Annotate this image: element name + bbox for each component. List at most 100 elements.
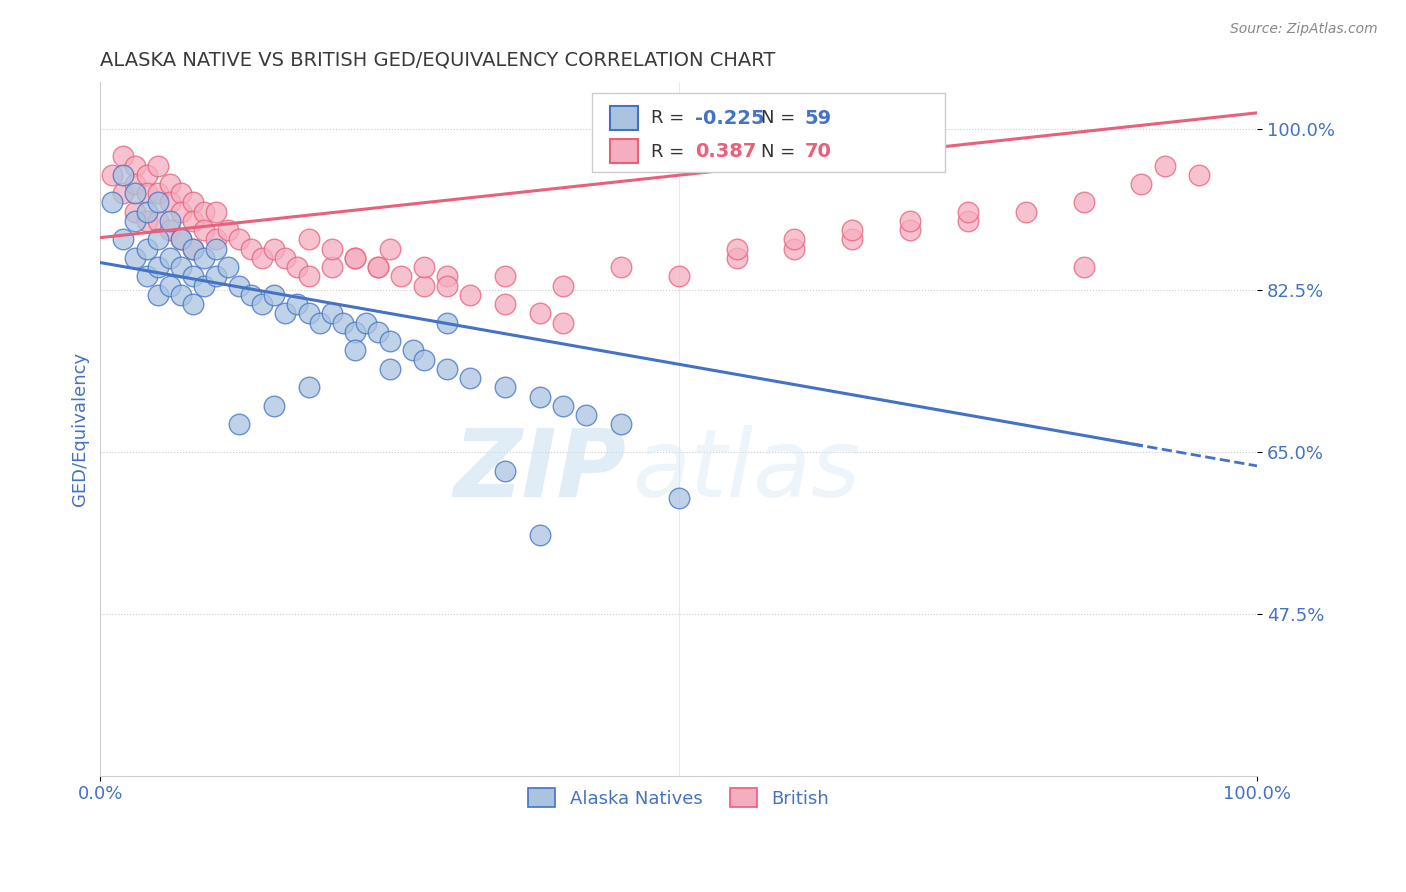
Point: [112, 149, 135, 163]
Point: [460, 288, 482, 302]
Point: [205, 269, 228, 284]
Point: [378, 242, 401, 256]
FancyBboxPatch shape: [592, 93, 945, 172]
Point: [159, 214, 181, 228]
Text: 70: 70: [804, 142, 831, 161]
Point: [321, 242, 343, 256]
Text: 0.387: 0.387: [695, 142, 756, 161]
Point: [378, 334, 401, 348]
Point: [170, 204, 193, 219]
Text: ALASKA NATIVE VS BRITISH GED/EQUIVALENCY CORRELATION CHART: ALASKA NATIVE VS BRITISH GED/EQUIVALENCY…: [100, 51, 776, 70]
Text: R =: R =: [651, 110, 690, 128]
Text: ZIP: ZIP: [454, 425, 627, 516]
Point: [228, 232, 250, 246]
Point: [343, 343, 366, 358]
Point: [159, 195, 181, 210]
Point: [274, 251, 297, 265]
Point: [413, 260, 436, 275]
Point: [193, 204, 215, 219]
Point: [401, 343, 423, 358]
Point: [159, 177, 181, 191]
Point: [610, 260, 633, 275]
Point: [263, 242, 285, 256]
Point: [367, 260, 389, 275]
Point: [575, 408, 598, 422]
Point: [413, 278, 436, 293]
Point: [494, 463, 516, 477]
Point: [170, 186, 193, 201]
Point: [309, 316, 332, 330]
Point: [181, 214, 204, 228]
Text: atlas: atlas: [633, 425, 860, 516]
Point: [1153, 159, 1175, 173]
Point: [1073, 195, 1095, 210]
Point: [205, 204, 228, 219]
Point: [783, 242, 806, 256]
Point: [494, 297, 516, 311]
Point: [460, 371, 482, 385]
Point: [148, 159, 170, 173]
Point: [135, 186, 157, 201]
Point: [148, 186, 170, 201]
Text: 59: 59: [804, 109, 832, 128]
Point: [263, 288, 285, 302]
Point: [181, 297, 204, 311]
Point: [124, 251, 146, 265]
Point: [551, 316, 574, 330]
Point: [181, 242, 204, 256]
Point: [898, 223, 921, 237]
Point: [124, 177, 146, 191]
Point: [494, 269, 516, 284]
Point: [159, 278, 181, 293]
Point: [378, 362, 401, 376]
Point: [112, 232, 135, 246]
FancyBboxPatch shape: [610, 139, 638, 163]
Point: [217, 260, 239, 275]
Point: [356, 316, 378, 330]
Point: [193, 223, 215, 237]
Point: [135, 168, 157, 182]
Point: [343, 325, 366, 339]
Point: [551, 399, 574, 413]
Point: [343, 251, 366, 265]
Point: [217, 223, 239, 237]
Text: -0.225: -0.225: [695, 109, 765, 128]
Point: [321, 260, 343, 275]
Point: [494, 380, 516, 394]
Point: [205, 242, 228, 256]
Point: [285, 260, 308, 275]
Point: [148, 288, 170, 302]
Point: [135, 204, 157, 219]
Point: [124, 214, 146, 228]
Point: [148, 214, 170, 228]
Point: [170, 260, 193, 275]
Point: [956, 204, 979, 219]
Point: [725, 242, 748, 256]
Point: [841, 223, 863, 237]
FancyBboxPatch shape: [610, 106, 638, 130]
Point: [101, 168, 124, 182]
Point: [1015, 204, 1038, 219]
Point: [228, 278, 250, 293]
Point: [529, 306, 551, 320]
Y-axis label: GED/Equivalency: GED/Equivalency: [72, 351, 89, 506]
Point: [228, 417, 250, 432]
Point: [274, 306, 297, 320]
Point: [610, 417, 633, 432]
Point: [170, 232, 193, 246]
Point: [124, 204, 146, 219]
Point: [1073, 260, 1095, 275]
Point: [413, 352, 436, 367]
Point: [148, 195, 170, 210]
Legend: Alaska Natives, British: Alaska Natives, British: [522, 781, 837, 815]
Point: [321, 306, 343, 320]
Point: [389, 269, 412, 284]
Point: [148, 232, 170, 246]
Point: [367, 325, 389, 339]
Point: [124, 186, 146, 201]
Point: [135, 214, 157, 228]
Point: [841, 232, 863, 246]
Text: N =: N =: [761, 143, 801, 161]
Point: [297, 306, 319, 320]
Point: [263, 399, 285, 413]
